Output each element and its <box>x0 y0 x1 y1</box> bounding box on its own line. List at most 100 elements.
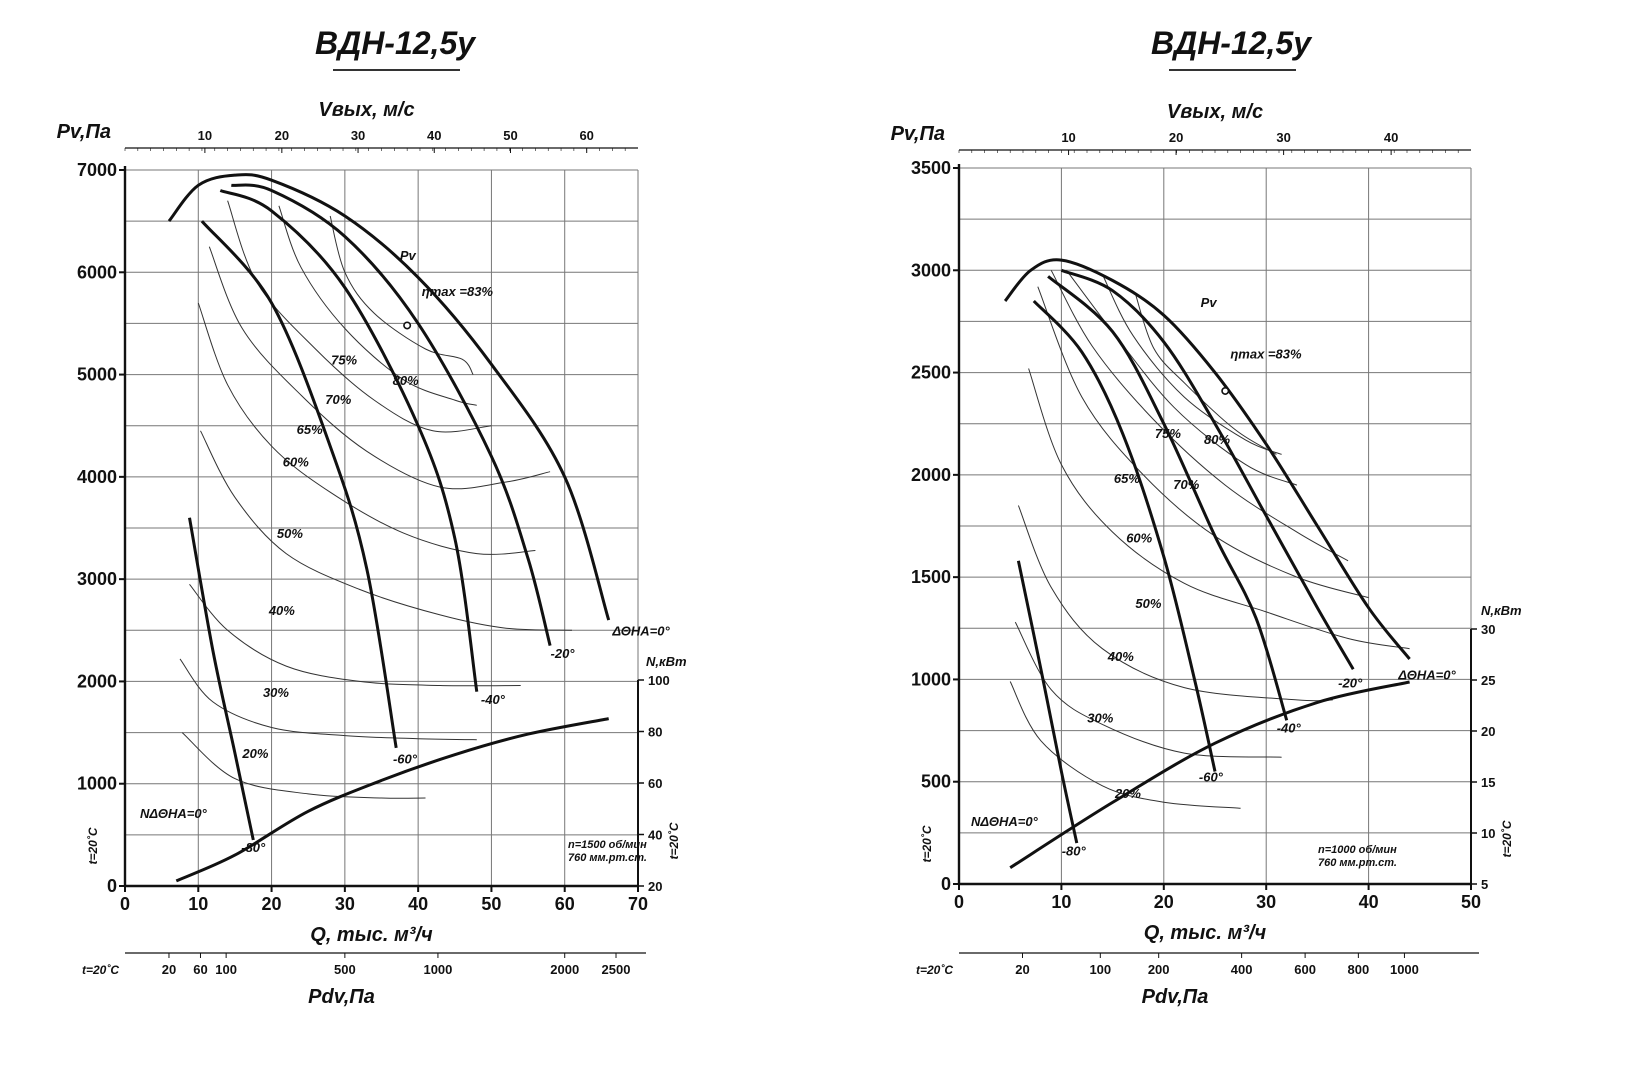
power-tick-label: 15 <box>1481 775 1495 790</box>
chart-labels: 20% 30% 40% 50% 60% 65%70% 75% 80% -20° -40° -60° -… <box>140 248 671 864</box>
angle-label: -40° <box>1277 721 1302 736</box>
bottom-axis-tick-label: 500 <box>334 962 356 977</box>
efficiency-contour <box>1009 681 1241 809</box>
eta-max-point <box>1221 386 1230 395</box>
efficiency-label: 80% <box>1204 432 1230 447</box>
angle-curve <box>1003 258 1411 660</box>
efficiency-contour <box>1017 505 1333 702</box>
power-tick-label: 60 <box>648 776 662 791</box>
efficiency-label: 30% <box>263 685 289 700</box>
angle-curve <box>1060 268 1355 670</box>
power-curve <box>175 717 609 883</box>
angle-label: -20° <box>551 646 576 661</box>
power-tick-label: 20 <box>648 879 662 894</box>
bottom-axis-tick-label: 20 <box>1015 962 1029 977</box>
top-axis-title: Vвых, м/с <box>1167 101 1263 123</box>
chart-panel-right: ВДН-12,5у 0 500 1000 1500 2000 2500 3000 3500 0 1… <box>821 0 1642 1080</box>
x-tick-label: 40 <box>408 894 428 914</box>
y-tick-label: 6000 <box>77 262 117 282</box>
angle-label-zero: ΔΘНА=0° <box>611 623 670 638</box>
efficiency-label: 65% <box>1114 471 1140 486</box>
efficiency-contour <box>208 246 551 490</box>
efficiency-contour <box>1134 292 1277 455</box>
efficiency-label: 20% <box>1114 786 1141 801</box>
y-axis-title: Pv,Па <box>57 121 111 143</box>
efficiency-label: 50% <box>1135 596 1161 611</box>
angle-curve <box>219 189 479 692</box>
angle-curve <box>200 220 398 749</box>
top-axis-tick-label: 20 <box>275 128 289 143</box>
chart-panel-left: ВДН-12,5у 0 1000 2000 3000 4000 5000 6000 7000 0… <box>57 25 687 1008</box>
angle-label: -60° <box>1199 770 1224 785</box>
rpm-note: n=1000 об/мин <box>1318 844 1397 856</box>
efficiency-label: 60% <box>1126 530 1152 545</box>
x-tick-label: 40 <box>1359 892 1379 912</box>
grid <box>124 169 639 887</box>
efficiency-label: 70% <box>1173 477 1199 492</box>
efficiency-label: 75% <box>331 352 357 367</box>
top-axis-tick-label: 40 <box>427 128 441 143</box>
power-curve-label: NΔΘНА=0° <box>140 806 208 821</box>
top-axis-tick-label: 20 <box>1169 130 1183 145</box>
angle-label: -80° <box>1062 843 1087 858</box>
top-axis-title: Vвых, м/с <box>318 99 414 121</box>
power-tick-label: 30 <box>1481 622 1495 637</box>
x-tick-label: 20 <box>262 894 282 914</box>
bottom-axis-tick-label: 200 <box>1148 962 1170 977</box>
angle-curve <box>231 183 552 646</box>
efficiency-contour <box>278 205 477 406</box>
efficiency-contour <box>227 200 492 433</box>
eta-max-label: ηmax =83% <box>422 284 494 299</box>
chart-title: ВДН-12,5у <box>315 25 477 61</box>
y-axis-temp-label: t=20˚C <box>920 825 934 862</box>
x-tick-label: 20 <box>1154 892 1174 912</box>
bottom-axis-tick-label: 1000 <box>1390 962 1419 977</box>
power-axis-temp-label: t=20˚C <box>667 822 681 859</box>
angle-curve <box>1016 560 1079 844</box>
angle-curve <box>1047 275 1289 721</box>
x-tick-label: 10 <box>188 894 208 914</box>
y-tick-label: 1000 <box>911 669 951 689</box>
efficiency-contour <box>179 658 477 741</box>
chart-title: ВДН-12,5у <box>1151 25 1313 61</box>
efficiency-contour <box>329 215 474 375</box>
efficiency-label: 40% <box>1107 649 1134 664</box>
angle-curve <box>188 517 255 841</box>
power-tick-label: 40 <box>648 828 662 843</box>
top-axis-tick-label: 50 <box>503 128 517 143</box>
top-axis-tick-label: 10 <box>1061 130 1075 145</box>
top-axis-tick-label: 30 <box>351 128 365 143</box>
bottom-axis-tick-label: 600 <box>1294 962 1316 977</box>
power-tick-label: 20 <box>1481 724 1495 739</box>
axes: 0 500 1000 1500 2000 2500 3000 3500 0 10 20 30 40 50 1… <box>891 101 1522 1008</box>
efficiency-label: 80% <box>393 373 419 388</box>
efficiency-label: 65% <box>297 422 323 437</box>
bottom-axis-title: Pdv,Па <box>1142 986 1209 1008</box>
bottom-axis-tick-label: 60 <box>193 962 207 977</box>
power-curve <box>1009 680 1410 869</box>
y-tick-label: 500 <box>921 772 951 792</box>
efficiency-contour <box>1037 286 1369 599</box>
top-axis-tick-label: 60 <box>579 128 593 143</box>
x-tick-label: 30 <box>335 894 355 914</box>
efficiency-label: 70% <box>325 392 351 407</box>
efficiency-contour <box>1050 270 1349 562</box>
efficiency-contours <box>1009 269 1410 809</box>
efficiency-contour <box>1028 368 1410 650</box>
y-tick-label: 0 <box>107 876 117 896</box>
pv-label: Pv <box>400 248 417 263</box>
y-axis-title: Pv,Па <box>891 123 945 145</box>
power-axis-title: N,кВт <box>1481 603 1522 618</box>
top-axis-tick-label: 40 <box>1384 130 1398 145</box>
efficiency-label: 20% <box>241 746 268 761</box>
bottom-axis-temp-label: t=20˚C <box>82 963 119 977</box>
x-tick-label: 70 <box>628 894 648 914</box>
y-tick-label: 3000 <box>77 569 117 589</box>
fan-chart-1500rpm: ВДН-12,5у 010002000300040005000600070000… <box>57 25 687 1008</box>
efficiency-contour <box>1101 274 1282 455</box>
x-tick-label: 0 <box>120 894 130 914</box>
efficiency-label: 75% <box>1155 426 1181 441</box>
bottom-axis-tick-label: 1000 <box>423 962 452 977</box>
efficiency-contour <box>197 302 536 555</box>
top-axis-tick-label: 30 <box>1276 130 1290 145</box>
